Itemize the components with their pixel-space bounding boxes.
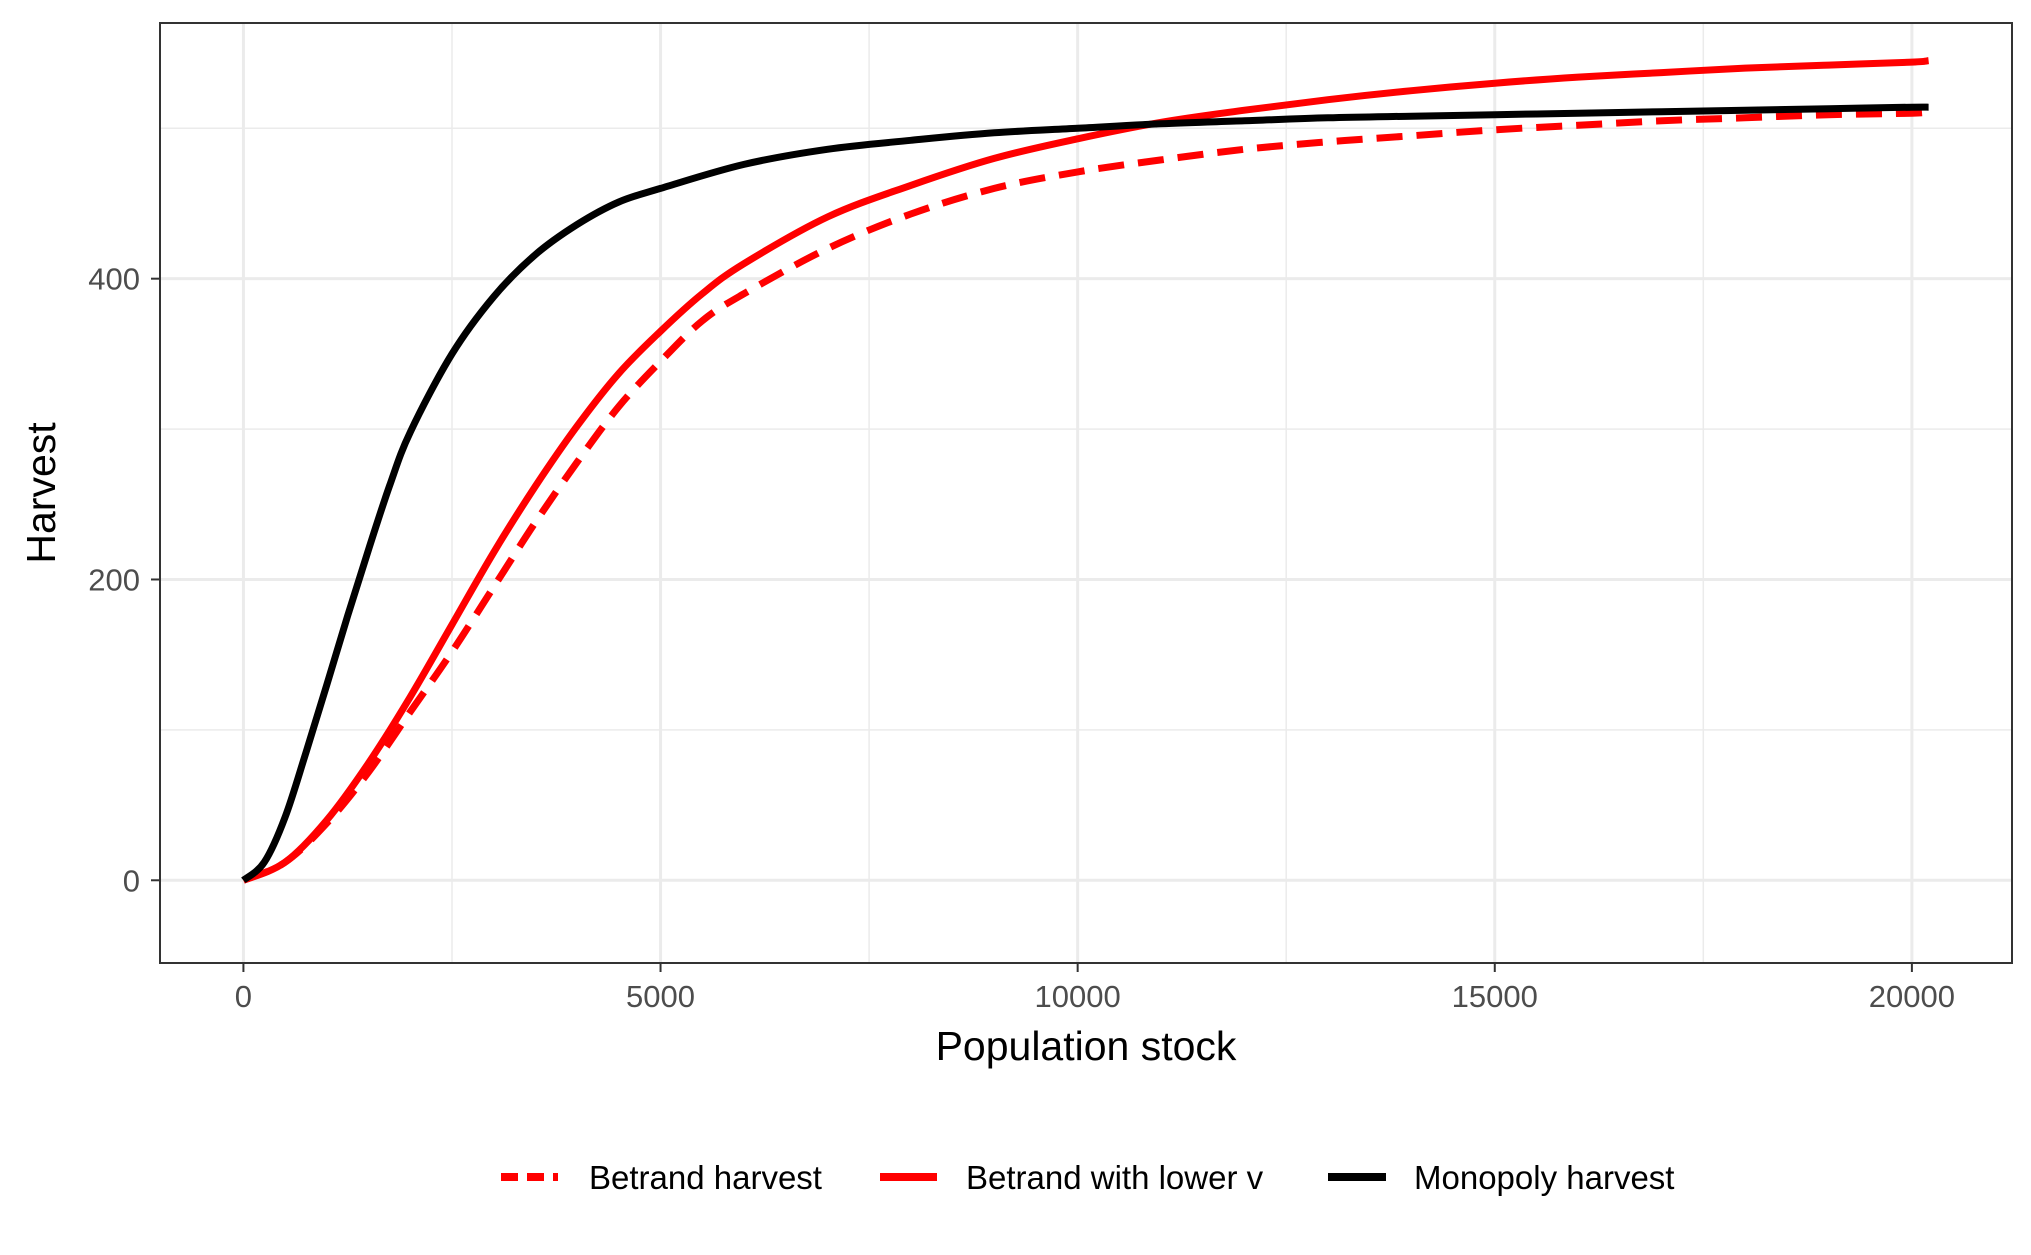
legend-label-betrand-lower-v: Betrand with lower v (966, 1159, 1264, 1196)
legend-item-betrand-harvest: Betrand harvest (501, 1159, 822, 1196)
x-axis-title: Population stock (936, 1023, 1237, 1069)
x-tick-label: 5000 (626, 979, 695, 1014)
y-tick-label: 200 (88, 562, 140, 597)
y-axis-title: Harvest (18, 422, 64, 564)
major-gridlines (160, 23, 2012, 963)
y-axis-ticks: 0 200 400 (88, 262, 160, 898)
legend-label-monopoly-harvest: Monopoly harvest (1414, 1159, 1674, 1196)
x-tick-label: 10000 (1035, 979, 1121, 1014)
legend-item-monopoly-harvest: Monopoly harvest (1328, 1159, 1674, 1196)
x-tick-label: 0 (235, 979, 252, 1014)
legend-label-betrand-harvest: Betrand harvest (589, 1159, 822, 1196)
y-tick-label: 0 (123, 863, 140, 898)
x-axis-ticks: 0 5000 10000 15000 20000 (235, 963, 1955, 1014)
y-tick-label: 400 (88, 262, 140, 297)
series-line-monopoly-harvest (241, 103, 1929, 884)
x-tick-label: 15000 (1452, 979, 1538, 1014)
series-line-betrand-harvest (242, 108, 1930, 884)
legend: Betrand harvest Betrand with lower v Mon… (501, 1159, 1674, 1196)
series-lines (241, 57, 1930, 884)
panel-border (159, 22, 2013, 964)
x-tick-label: 20000 (1869, 979, 1955, 1014)
minor-gridlines (160, 23, 2012, 963)
legend-item-betrand-lower-v: Betrand with lower v (880, 1159, 1264, 1196)
series-line-betrand-lower-v (242, 57, 1930, 884)
